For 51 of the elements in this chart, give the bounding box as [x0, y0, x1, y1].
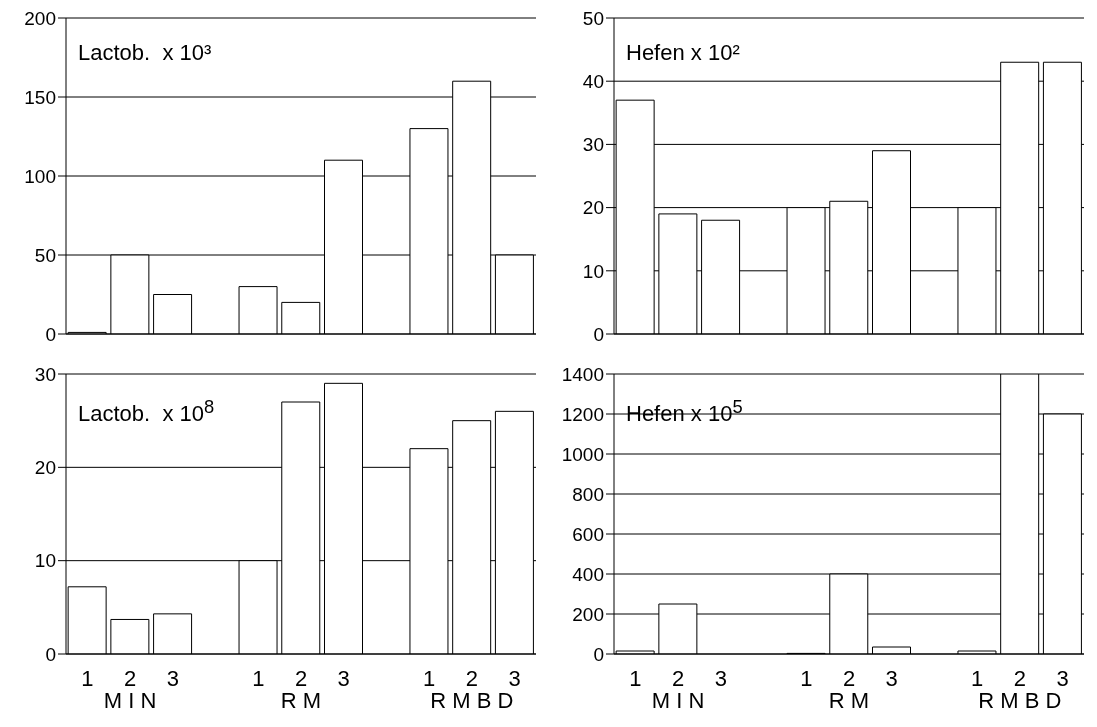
y-tick-label: 100 — [24, 165, 56, 187]
x-tick-label: 2 — [123, 665, 137, 691]
y-tick-label: 10 — [34, 550, 56, 572]
y-tick-label: 800 — [572, 483, 604, 505]
text: M I N — [103, 688, 157, 713]
y-tick-label: 150 — [24, 86, 56, 108]
y-tick-label: 1400 — [561, 363, 604, 385]
y-tick-label: 400 — [572, 563, 604, 585]
y-tick-label: 10 — [582, 260, 604, 282]
x-tick-label: 2 — [1013, 665, 1027, 691]
y-tick-label: 30 — [582, 134, 604, 156]
x-tick-label: 1 — [971, 665, 984, 691]
y-tick-label: 200 — [24, 7, 56, 29]
y-tick-label: 40 — [582, 70, 604, 92]
y-tick-label: 0 — [593, 643, 604, 665]
y-tick-label: 0 — [45, 643, 56, 665]
x-tick-label: 1 — [629, 665, 642, 691]
text: Hefen x 10² — [626, 40, 740, 66]
text: R M B D — [977, 688, 1063, 714]
x-tick-label: 2 — [842, 665, 856, 691]
x-tick-label: 3 — [714, 665, 727, 691]
x-tick-label: 1 — [800, 665, 813, 691]
x-tick-label: 1 — [423, 665, 436, 691]
x-tick-label: 3 — [166, 665, 179, 691]
x-tick-label: 1 — [252, 665, 265, 691]
y-tick-label: 200 — [572, 603, 604, 625]
x-tick-label: 1 — [81, 665, 94, 691]
text: R M B D — [429, 688, 515, 714]
y-tick-label: 50 — [582, 7, 604, 29]
x-tick-label: 2 — [465, 665, 479, 691]
y-tick-label: 20 — [582, 197, 604, 219]
text: M I N — [651, 688, 705, 713]
y-tick-label: 1000 — [561, 443, 604, 465]
y-tick-label: 0 — [593, 323, 604, 345]
text: Lactob. x 10³ — [78, 40, 212, 66]
y-tick-label: 50 — [34, 244, 56, 266]
x-tick-label: 3 — [508, 665, 521, 691]
y-tick-label: 600 — [572, 523, 604, 545]
y-tick-label: 20 — [34, 457, 56, 479]
x-tick-label: 2 — [294, 665, 308, 691]
text: Hefen x 10$^{5}$ — [626, 396, 743, 428]
x-tick-label: 3 — [885, 665, 898, 691]
x-tick-label: 3 — [337, 665, 350, 691]
y-tick-label: 1200 — [561, 403, 604, 425]
text: R M — [280, 688, 322, 713]
text: Lactob. x 10$^{8}$ — [78, 396, 215, 428]
y-tick-label: 30 — [34, 363, 56, 385]
x-tick-label: 3 — [1056, 665, 1069, 691]
x-tick-label: 2 — [671, 665, 685, 691]
y-tick-label: 0 — [45, 323, 56, 345]
text: R M — [828, 688, 870, 713]
